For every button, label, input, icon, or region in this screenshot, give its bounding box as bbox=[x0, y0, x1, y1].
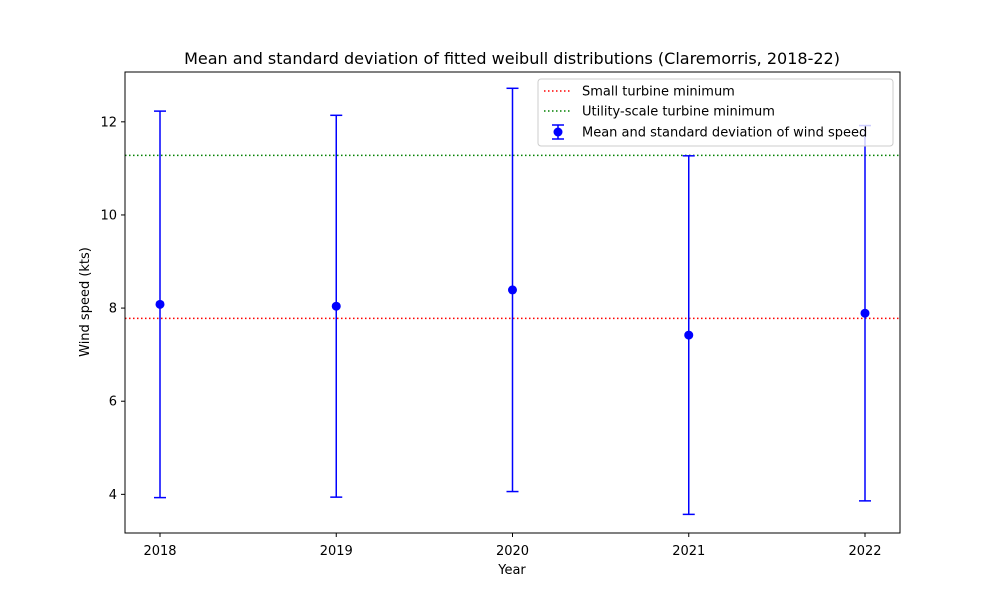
plot-area bbox=[125, 87, 900, 516]
legend-box bbox=[537, 78, 894, 147]
legend-label-3: Mean and standard deviation of wind spee… bbox=[582, 126, 867, 141]
y-tick-label-6: 6 bbox=[109, 395, 117, 410]
mean-point-2019 bbox=[331, 301, 341, 311]
mean-point-2018 bbox=[155, 299, 165, 309]
legend: Small turbine minimum Utility-scale turbi… bbox=[537, 78, 894, 147]
legend-label-1: Small turbine minimum bbox=[582, 85, 735, 100]
mean-point-2021 bbox=[684, 330, 694, 340]
mean-point-2020 bbox=[508, 285, 517, 295]
y-tick-label-8: 8 bbox=[109, 302, 117, 317]
y-tick-label-4: 4 bbox=[109, 488, 117, 503]
axes: 4 6 8 10 12 2018 2019 2020 2021 2022 bbox=[100, 71, 901, 559]
x-tick-label-2018: 2018 bbox=[143, 544, 176, 559]
y-tick-label-10: 10 bbox=[100, 208, 117, 223]
x-tick-label-2022: 2022 bbox=[848, 544, 881, 559]
mean-point-2022 bbox=[860, 308, 870, 318]
x-tick-label-2019: 2019 bbox=[320, 544, 353, 559]
y-axis-title: Wind speed (kts) bbox=[78, 247, 93, 357]
x-tick-label-2021: 2021 bbox=[672, 544, 705, 559]
legend-label-2: Utility-scale turbine minimum bbox=[582, 105, 775, 120]
y-tick-label-12: 12 bbox=[100, 115, 117, 130]
x-tick-label-2020: 2020 bbox=[496, 544, 529, 559]
chart-title: Mean and standard deviation of fitted we… bbox=[184, 49, 840, 68]
legend-swatch-point bbox=[553, 127, 563, 137]
x-axis-title: Year bbox=[497, 563, 526, 578]
